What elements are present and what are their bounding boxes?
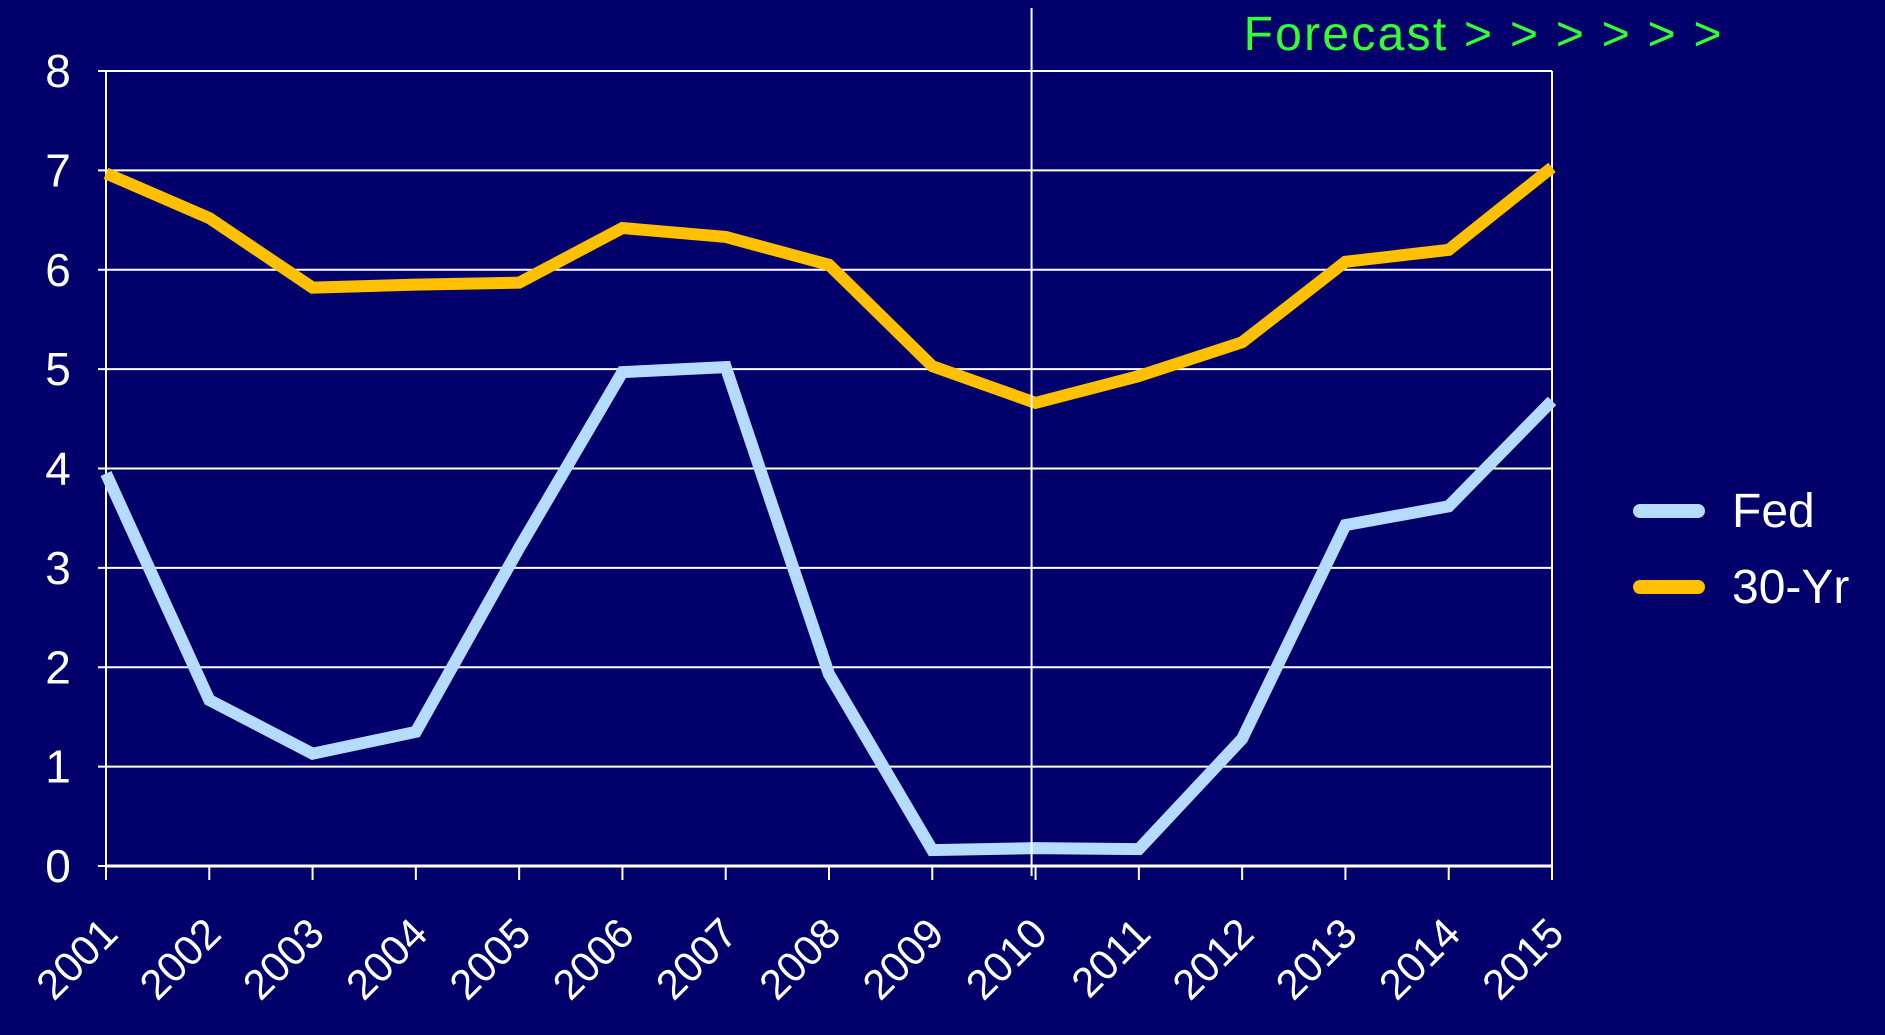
x-tick-label: 2007: [647, 909, 746, 1008]
data-point: [415, 284, 416, 285]
series-line-30-yr: [106, 167, 1552, 403]
data-point: [1448, 249, 1449, 250]
data-point: [1035, 848, 1036, 849]
data-point: [932, 366, 933, 367]
data-point: [209, 700, 210, 701]
y-tick-label: 1: [45, 741, 71, 793]
data-point: [1242, 342, 1243, 343]
forecast-annotation: Forecast > > > > > >: [1032, 8, 1722, 876]
data-point: [312, 287, 313, 288]
y-tick-label: 6: [45, 244, 71, 296]
data-point: [1552, 167, 1553, 168]
y-tick-label: 2: [45, 641, 71, 693]
data-point: [209, 218, 210, 219]
data-point: [725, 367, 726, 368]
data-point: [1138, 849, 1139, 850]
x-tick-label: 2004: [337, 909, 436, 1008]
y-tick-label: 0: [45, 840, 71, 892]
y-tick-labels: 0 1 2 3 4 5 6 7 8: [45, 45, 71, 892]
x-tick-label: 2009: [853, 909, 952, 1008]
x-tick-label: 2014: [1370, 909, 1469, 1008]
x-tick-label: 2011: [1062, 909, 1159, 1006]
data-point: [725, 236, 726, 237]
forecast-label: Forecast > > > > > >: [1244, 8, 1722, 61]
legend: Fed 30-Yr: [1640, 485, 1849, 614]
x-tick-label: 2001: [27, 909, 126, 1008]
x-tick-label: 2013: [1266, 909, 1365, 1008]
data-point: [519, 548, 520, 549]
data-point: [1448, 506, 1449, 507]
y-tick-label: 4: [45, 443, 71, 495]
data-point: [829, 264, 830, 265]
x-tick-label: 2012: [1163, 909, 1262, 1008]
data-point: [1138, 376, 1139, 377]
y-tick-label: 8: [45, 45, 71, 97]
data-point: [106, 473, 107, 474]
data-point: [1345, 261, 1346, 262]
data-point: [1242, 738, 1243, 739]
data-point: [622, 228, 623, 229]
legend-label: 30-Yr: [1732, 561, 1849, 614]
data-point: [1035, 402, 1036, 403]
data-point: [829, 674, 830, 675]
legend-label: Fed: [1732, 485, 1815, 538]
x-tick-label: 2002: [130, 909, 229, 1008]
data-point: [1345, 525, 1346, 526]
y-tick-label: 7: [45, 144, 71, 196]
x-tick-labels: 2001 2002 2003 2004 2005 2006 2007 2008 2009 2010…: [27, 909, 1572, 1008]
data-point: [106, 173, 107, 174]
x-tick-label: 2003: [234, 909, 333, 1008]
y-tick-label: 5: [45, 343, 71, 395]
x-tick-label: 2006: [543, 909, 642, 1008]
data-point: [622, 372, 623, 373]
series-line-fed: [106, 367, 1552, 850]
data-point: [519, 282, 520, 283]
data-point: [415, 731, 416, 732]
y-tick-label: 3: [45, 542, 71, 594]
data-point: [1552, 400, 1553, 401]
x-tick-label: 2010: [957, 909, 1056, 1008]
data-point: [932, 850, 933, 851]
x-tick-label: 2008: [750, 909, 849, 1008]
x-tick-label: 2015: [1473, 909, 1572, 1008]
x-tick-label: 2005: [440, 909, 539, 1008]
data-point: [312, 753, 313, 754]
